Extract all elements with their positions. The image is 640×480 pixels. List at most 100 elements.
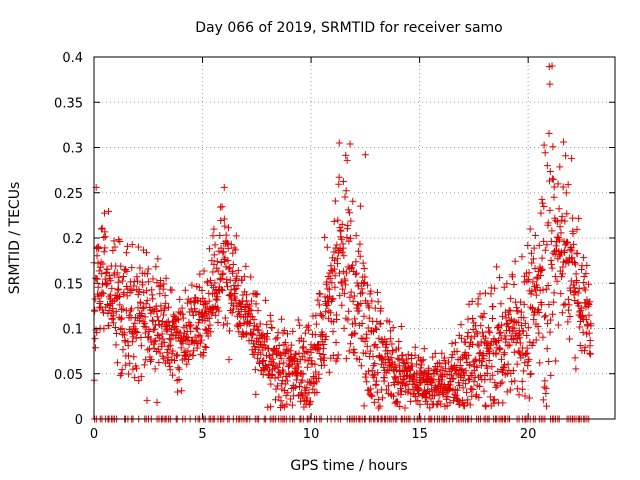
data-point bbox=[379, 339, 387, 347]
data-point bbox=[566, 335, 574, 343]
data-point bbox=[274, 363, 282, 371]
data-point bbox=[549, 143, 557, 151]
data-point bbox=[375, 404, 383, 412]
data-point bbox=[166, 341, 174, 349]
data-point bbox=[513, 360, 521, 368]
data-point bbox=[429, 376, 437, 384]
data-point bbox=[109, 247, 117, 255]
data-point bbox=[584, 299, 592, 307]
data-point bbox=[152, 263, 160, 271]
data-point bbox=[349, 297, 357, 305]
data-point bbox=[561, 217, 569, 225]
data-point bbox=[210, 225, 218, 233]
data-point bbox=[345, 209, 353, 217]
data-point bbox=[415, 387, 423, 395]
data-point bbox=[147, 357, 155, 365]
data-point bbox=[433, 365, 441, 373]
data-point bbox=[325, 307, 333, 315]
data-point bbox=[344, 316, 352, 324]
data-point bbox=[298, 376, 306, 384]
data-point bbox=[95, 243, 103, 251]
data-point bbox=[330, 217, 338, 225]
data-point bbox=[431, 349, 439, 357]
data-point bbox=[355, 307, 363, 315]
data-point bbox=[321, 233, 329, 241]
data-point bbox=[165, 322, 173, 330]
data-point bbox=[564, 238, 572, 246]
data-point bbox=[185, 322, 193, 330]
data-point bbox=[210, 260, 218, 268]
data-point bbox=[503, 388, 511, 396]
data-point bbox=[521, 319, 529, 327]
data-point bbox=[540, 237, 548, 245]
data-point bbox=[535, 241, 543, 249]
data-point bbox=[568, 154, 576, 162]
data-point bbox=[215, 307, 223, 315]
data-point bbox=[124, 342, 132, 350]
data-point bbox=[275, 342, 283, 350]
data-point bbox=[527, 370, 535, 378]
data-point bbox=[164, 346, 172, 354]
data-point bbox=[454, 395, 462, 403]
data-point bbox=[329, 295, 337, 303]
data-point bbox=[508, 378, 516, 386]
data-point bbox=[115, 292, 123, 300]
data-point bbox=[125, 370, 133, 378]
data-point bbox=[149, 275, 157, 283]
data-point bbox=[585, 311, 593, 319]
data-point bbox=[141, 329, 149, 337]
data-point bbox=[559, 183, 567, 191]
data-point bbox=[325, 368, 333, 376]
data-point bbox=[414, 397, 422, 405]
data-point bbox=[563, 210, 571, 218]
data-point bbox=[201, 325, 209, 333]
data-point bbox=[502, 335, 510, 343]
data-point bbox=[341, 193, 349, 201]
data-point bbox=[322, 308, 330, 316]
data-point bbox=[465, 376, 473, 384]
data-point bbox=[497, 355, 505, 363]
data-point bbox=[94, 283, 102, 291]
data-point bbox=[411, 343, 419, 351]
data-point bbox=[162, 274, 170, 282]
data-point bbox=[275, 360, 283, 368]
data-point bbox=[399, 352, 407, 360]
data-point bbox=[501, 332, 509, 340]
data-point bbox=[252, 390, 260, 398]
data-point bbox=[143, 287, 151, 295]
data-point bbox=[395, 337, 403, 345]
data-point bbox=[575, 214, 583, 222]
data-point bbox=[343, 233, 351, 241]
data-point bbox=[344, 263, 352, 271]
data-point bbox=[222, 231, 230, 239]
data-point bbox=[218, 203, 226, 211]
data-point bbox=[91, 344, 99, 352]
data-point bbox=[257, 350, 265, 358]
data-point bbox=[371, 370, 379, 378]
data-point bbox=[473, 363, 481, 371]
data-point bbox=[207, 328, 215, 336]
data-point bbox=[506, 317, 514, 325]
data-point bbox=[352, 270, 360, 278]
data-point bbox=[144, 265, 152, 273]
data-point bbox=[553, 218, 561, 226]
data-point bbox=[491, 284, 499, 292]
data-point bbox=[401, 360, 409, 368]
data-point bbox=[420, 345, 428, 353]
data-point bbox=[132, 327, 140, 335]
data-point bbox=[352, 258, 360, 266]
data-point bbox=[457, 321, 465, 329]
data-point bbox=[397, 387, 405, 395]
data-point bbox=[231, 290, 239, 298]
data-point bbox=[372, 377, 380, 385]
data-point bbox=[514, 318, 522, 326]
data-point bbox=[157, 281, 165, 289]
data-point bbox=[172, 323, 180, 331]
data-point bbox=[453, 347, 461, 355]
data-point bbox=[540, 141, 548, 149]
data-point bbox=[193, 325, 201, 333]
data-point bbox=[320, 354, 328, 362]
data-point bbox=[185, 356, 193, 364]
data-point bbox=[144, 346, 152, 354]
data-point bbox=[373, 343, 381, 351]
